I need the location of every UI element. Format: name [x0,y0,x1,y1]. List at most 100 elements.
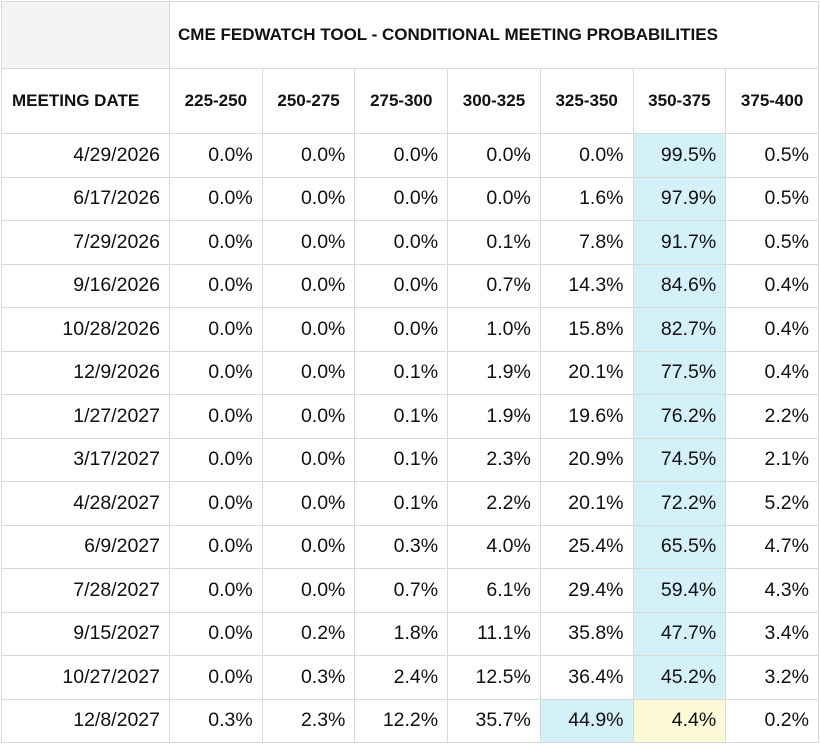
probability-cell: 19.6% [539,394,634,439]
probability-cell: 0.5% [725,133,819,178]
probability-cell: 0.0% [261,568,356,613]
probability-cell: 84.6% [632,263,727,308]
probability-cell: 0.0% [169,133,263,178]
probability-cell: 2.1% [725,437,819,482]
meeting-date: 12/9/2026 [1,350,170,395]
table-row: 1/27/2027 0.0% 0.0% 0.1% 1.9% 19.6% 76.2% 2.2% [1,394,819,439]
probability-cell: 0.0% [169,263,263,308]
probability-cell: 0.2% [261,611,356,656]
probability-cell: 47.7% [632,611,727,656]
probability-cell: 82.7% [632,307,727,352]
title-row: CME FEDWATCH TOOL - CONDITIONAL MEETING … [1,1,819,69]
probability-cell: 14.3% [539,263,634,308]
table-row: 10/27/2027 0.0% 0.3% 2.4% 12.5% 36.4% 45.2% 3.2… [1,655,819,700]
probability-cell: 20.9% [539,437,634,482]
probability-cell: 0.4% [725,307,819,352]
meeting-date: 7/28/2027 [1,568,170,613]
probability-cell: 6.1% [447,568,541,613]
column-header: 350-375 [632,68,727,134]
probability-cell: 1.0% [447,307,541,352]
probability-cell: 0.0% [261,133,356,178]
probability-cell: 0.0% [354,220,449,265]
probability-cell: 0.0% [354,263,449,308]
probability-cell: 91.7% [632,220,727,265]
probability-cell: 44.9% [539,698,634,743]
probability-cell: 0.5% [725,220,819,265]
probability-cell: 0.5% [725,176,819,221]
table-row: 10/28/2026 0.0% 0.0% 0.0% 1.0% 15.8% 82.7% 0.4% [1,307,819,352]
probability-cell: 0.0% [169,394,263,439]
table-row: 4/29/2026 0.0% 0.0% 0.0% 0.0% 0.0% 99.5% 0.5% [1,133,819,178]
probability-cell: 3.4% [725,611,819,656]
probability-cell: 0.0% [261,350,356,395]
column-header: 375-400 [725,68,819,134]
probability-cell: 0.0% [261,307,356,352]
probability-cell: 11.1% [447,611,541,656]
probability-cell: 0.0% [447,133,541,178]
probability-cell: 0.3% [169,698,263,743]
probability-cell: 1.9% [447,394,541,439]
probability-cell: 20.1% [539,350,634,395]
probability-cell: 0.1% [447,220,541,265]
probability-cell: 4.0% [447,524,541,569]
meeting-date: 9/16/2026 [1,263,170,308]
meeting-date: 7/29/2026 [1,220,170,265]
probability-cell: 74.5% [632,437,727,482]
probability-cell: 0.0% [169,307,263,352]
probability-cell: 29.4% [539,568,634,613]
meeting-date: 10/27/2027 [1,655,170,700]
probability-cell: 1.6% [539,176,634,221]
meeting-date: 6/9/2027 [1,524,170,569]
meeting-date: 4/29/2026 [1,133,170,178]
probability-cell: 97.9% [632,176,727,221]
probability-cell: 15.8% [539,307,634,352]
probability-cell: 0.0% [169,655,263,700]
probability-cell: 0.3% [261,655,356,700]
probability-cell: 2.4% [354,655,449,700]
meeting-date: 12/8/2027 [1,698,170,743]
probability-cell: 0.0% [169,437,263,482]
probability-cell: 0.0% [261,437,356,482]
probability-cell: 0.1% [354,437,449,482]
probability-cell: 2.3% [447,437,541,482]
probability-cell: 0.7% [447,263,541,308]
probability-cell: 0.7% [354,568,449,613]
column-header: 325-350 [539,68,634,134]
probability-cell: 0.0% [169,220,263,265]
table-row: 12/8/2027 0.3% 2.3% 12.2% 35.7% 44.9% 4.4% 0.2% [1,698,819,743]
probability-cell: 2.2% [447,481,541,526]
probability-cell: 20.1% [539,481,634,526]
probability-cell: 0.0% [169,524,263,569]
probability-cell: 76.2% [632,394,727,439]
corner-cell [1,1,170,69]
probability-cell: 7.8% [539,220,634,265]
meeting-date: 6/17/2026 [1,176,170,221]
meeting-date: 9/15/2027 [1,611,170,656]
probability-cell: 59.4% [632,568,727,613]
table-row: 7/28/2027 0.0% 0.0% 0.7% 6.1% 29.4% 59.4% 4.3% [1,568,819,613]
probability-cell: 0.0% [354,307,449,352]
table-row: 12/9/2026 0.0% 0.0% 0.1% 1.9% 20.1% 77.5% 0.4% [1,350,819,395]
probability-cell: 65.5% [632,524,727,569]
probability-cell: 0.0% [169,176,263,221]
probability-cell: 0.0% [354,176,449,221]
probability-cell: 0.1% [354,394,449,439]
probability-cell: 2.2% [725,394,819,439]
table-row: 6/17/2026 0.0% 0.0% 0.0% 0.0% 1.6% 97.9% 0.5% [1,176,819,221]
probability-cell: 0.0% [261,394,356,439]
probability-cell: 77.5% [632,350,727,395]
probability-cell: 0.0% [261,481,356,526]
probability-cell: 0.0% [261,220,356,265]
probability-cell: 0.0% [169,611,263,656]
column-header: MEETING DATE [1,68,170,134]
probability-cell: 0.1% [354,481,449,526]
column-header: 250-275 [261,68,356,134]
table-row: 7/29/2026 0.0% 0.0% 0.0% 0.1% 7.8% 91.7% 0.5% [1,220,819,265]
probability-cell: 45.2% [632,655,727,700]
column-header-row: MEETING DATE 225-250 250-275 275-300 300-325… [1,68,819,134]
meeting-date: 3/17/2027 [1,437,170,482]
probability-cell: 0.0% [169,350,263,395]
probability-cell: 3.2% [725,655,819,700]
